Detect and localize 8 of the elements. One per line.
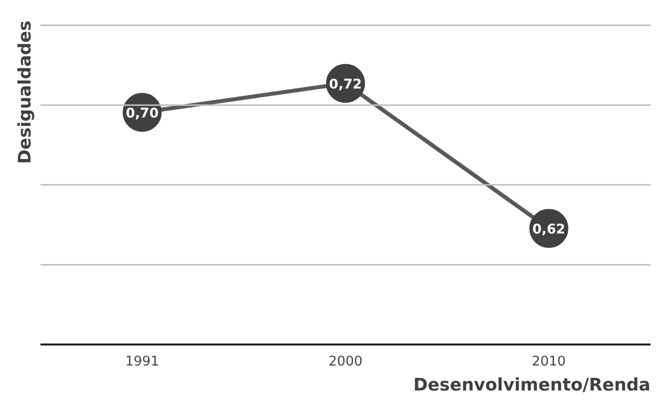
data-label: 0,70 — [126, 106, 159, 122]
data-label: 0,62 — [532, 222, 566, 238]
x-tick-label: 2000 — [328, 354, 362, 370]
x-axis-title: Desenvolvimento/Renda — [413, 376, 651, 396]
x-tick-label: 1991 — [125, 354, 160, 370]
y-axis-title: Desigualdades — [16, 20, 36, 164]
x-tick-label: 2010 — [532, 354, 566, 370]
data-label: 0,72 — [329, 77, 362, 92]
